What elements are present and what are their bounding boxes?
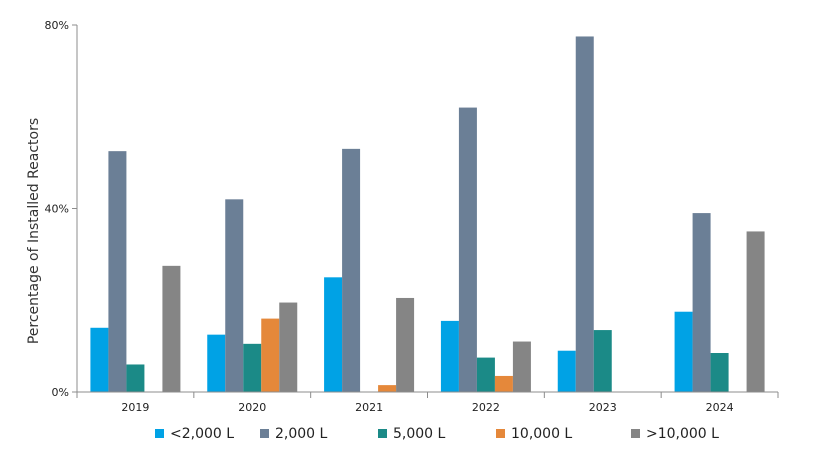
bar: [279, 302, 298, 392]
bar: [90, 327, 109, 392]
bar: [243, 343, 262, 392]
legend-label: 5,000 L: [393, 426, 446, 442]
legend-label: >10,000 L: [646, 426, 719, 442]
x-tick-label: 2023: [589, 401, 617, 414]
bar: [324, 277, 343, 392]
bar: [575, 36, 594, 392]
y-tick-label: 80%: [45, 19, 69, 32]
x-tick-label: 2024: [706, 401, 734, 414]
x-tick-label: 2019: [121, 401, 149, 414]
bar: [692, 213, 711, 392]
bar: [476, 357, 495, 392]
y-tick-label: 40%: [45, 203, 69, 216]
bar: [440, 320, 459, 392]
bar: [557, 350, 576, 392]
legend-item: >10,000 L: [631, 426, 719, 442]
bar: [710, 353, 729, 392]
y-axis: 0% 40% 80%: [45, 19, 78, 399]
bar: [746, 231, 765, 392]
bar: [512, 341, 531, 392]
x-tick-label: 2021: [355, 401, 383, 414]
legend-item: 5,000 L: [378, 426, 446, 442]
bar: [108, 151, 127, 392]
legend-item: 10,000 L: [496, 426, 572, 442]
bar: [593, 330, 612, 392]
legend-swatch: [496, 429, 505, 438]
x-tick-label: 2022: [472, 401, 500, 414]
bar: [162, 265, 181, 392]
legend-swatch: [155, 429, 164, 438]
legend-label: 10,000 L: [511, 426, 572, 442]
bar: [494, 375, 513, 392]
bar: [378, 385, 397, 392]
bar: [458, 107, 477, 392]
bar: [207, 334, 226, 392]
plot-area: [90, 36, 765, 392]
bar: [342, 148, 361, 392]
bar: [261, 318, 280, 392]
x-axis: 2019 2020 2021 2022 2023 2024: [76, 391, 779, 414]
bar: [396, 297, 415, 392]
legend-item: 2,000 L: [260, 426, 328, 442]
x-tick-label: 2020: [238, 401, 266, 414]
legend-item: <2,000 L: [155, 426, 234, 442]
legend-label: <2,000 L: [170, 426, 234, 442]
bar: [674, 311, 693, 392]
legend: <2,000 L 2,000 L 5,000 L 10,000 L >10,000 L: [155, 426, 719, 442]
legend-swatch: [631, 429, 640, 438]
bar: [225, 199, 244, 392]
legend-swatch: [260, 429, 269, 438]
y-tick-label: 0%: [52, 386, 69, 399]
legend-label: 2,000 L: [275, 426, 328, 442]
bar: [126, 364, 145, 392]
y-axis-label: Percentage of Installed Reactors: [26, 118, 42, 344]
legend-swatch: [378, 429, 387, 438]
